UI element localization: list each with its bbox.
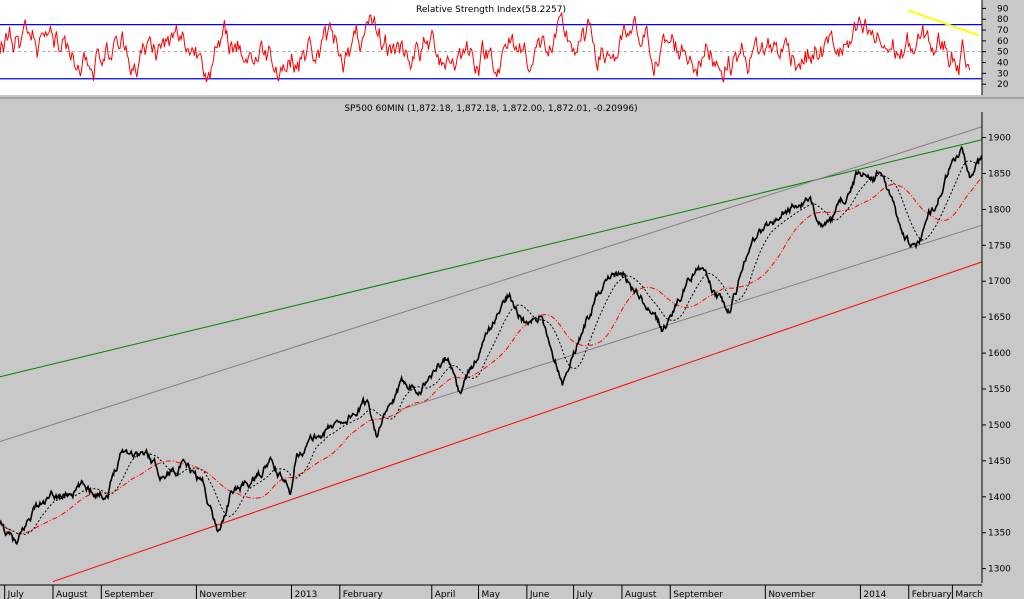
price-y-tick-label: 1600 [988, 349, 1011, 359]
price-trendline [397, 224, 983, 412]
rsi-y-tick-label: 90 [997, 4, 1009, 14]
price-y-tick-label: 1850 [988, 169, 1011, 179]
price-x-tick-label: August [56, 590, 88, 599]
rsi-y-tick-label: 30 [997, 69, 1009, 79]
price-x-tick-label: September [104, 590, 154, 599]
rsi-title: Relative Strength Index(58.2257) [416, 5, 566, 15]
price-x-tick-label: May [482, 590, 501, 599]
rsi-y-tick-label: 60 [997, 37, 1009, 47]
price-y-tick-label: 1350 [988, 529, 1011, 539]
price-x-tick-label: 2013 [294, 590, 317, 599]
rsi-y-tick-label: 50 [997, 48, 1009, 58]
price-y-tick-label: 1650 [988, 313, 1011, 323]
price-x-tick-label: July [7, 590, 25, 599]
rsi-reference-lines [0, 23, 982, 80]
price-x-tick-label: July [576, 590, 594, 599]
price-y-tick-label: 1400 [988, 493, 1011, 503]
price-y-tick-label: 1550 [988, 385, 1011, 395]
price-panel: SP500 60MIN (1,872.18, 1,872.18, 1,872.0… [0, 104, 1011, 599]
price-x-tick-label: November [768, 590, 815, 599]
price-x-tick-label: November [199, 590, 246, 599]
price-x-tick-label: August [625, 590, 657, 599]
rsi-series [0, 12, 971, 83]
rsi-trendline [908, 9, 980, 37]
price-y-tick-label: 1500 [988, 421, 1011, 431]
rsi-y-tick-label: 70 [997, 26, 1009, 36]
rsi-y-tick-label: 80 [997, 15, 1009, 25]
price-y-tick-label: 1750 [988, 241, 1011, 251]
price-y-tick-label: 1700 [988, 277, 1011, 287]
price-x-tick-label: April [435, 590, 456, 599]
rsi-panel: Relative Strength Index(58.2257) 2030405… [0, 0, 1009, 95]
price-x-tick-label: February [912, 590, 953, 599]
price-trendline [0, 126, 983, 442]
rsi-line [0, 12, 971, 83]
price-trendline [0, 139, 983, 378]
price-x-axis: July August September November 2013 February A… [0, 584, 983, 599]
rsi-y-tick-label: 40 [997, 59, 1009, 69]
rsi-yellow-trendline [908, 9, 980, 37]
price-y-axis: 1300 1350 1400 1450 1500 1550 1600 1650 1700 1750… [981, 112, 1011, 583]
price-x-tick-label: June [529, 590, 550, 599]
price-title: SP500 60MIN (1,872.18, 1,872.18, 1,872.0… [344, 104, 637, 114]
price-trendlines [0, 126, 983, 583]
rsi-y-tick-label: 20 [997, 80, 1009, 90]
price-y-tick-label: 1450 [988, 457, 1011, 467]
price-x-tick-label: February [343, 590, 384, 599]
price-series [0, 145, 983, 546]
price-x-tick-label: 2014 [863, 590, 886, 599]
price-trendline [52, 261, 983, 583]
price-y-tick-label: 1300 [988, 565, 1011, 575]
price-line [0, 145, 983, 546]
price-slow-ma-line [0, 177, 982, 535]
price-x-tick-label: March [955, 590, 982, 599]
price-y-tick-label: 1800 [988, 205, 1011, 215]
price-y-tick-label: 1900 [988, 134, 1011, 144]
price-fast-ma-line [0, 160, 982, 535]
price-x-tick-label: September [673, 590, 723, 599]
